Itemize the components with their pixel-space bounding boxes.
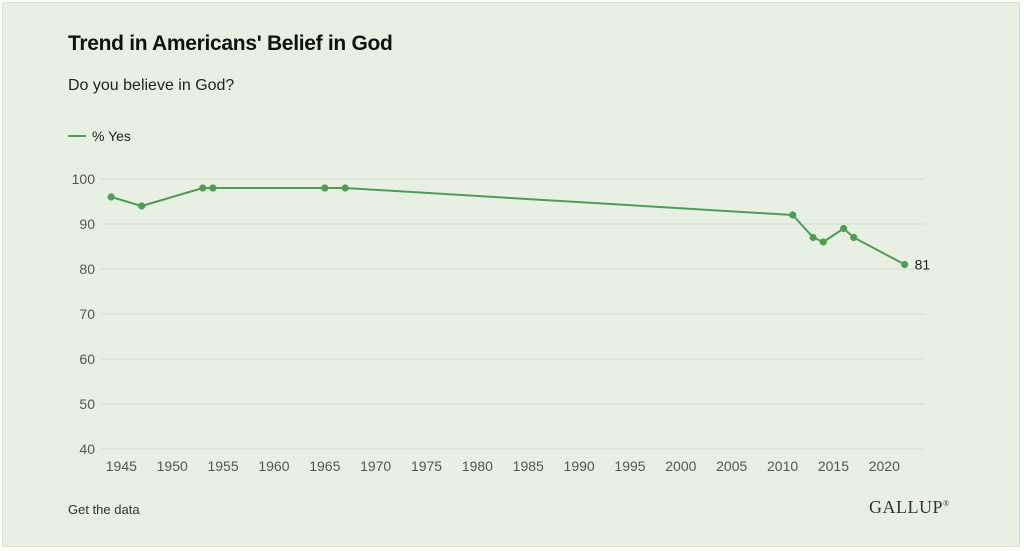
x-tick-label: 2020 bbox=[869, 458, 900, 474]
series-yes bbox=[107, 184, 909, 269]
legend: % Yes bbox=[68, 128, 131, 144]
data-point[interactable] bbox=[901, 260, 909, 269]
data-point[interactable] bbox=[809, 233, 817, 242]
data-point[interactable] bbox=[209, 184, 217, 192]
series-line bbox=[110, 187, 906, 266]
data-point[interactable] bbox=[199, 184, 207, 192]
legend-label: % Yes bbox=[92, 128, 131, 144]
x-tick-label: 1995 bbox=[614, 458, 645, 474]
x-tick-label: 1980 bbox=[462, 458, 493, 474]
x-tick-label: 2005 bbox=[716, 458, 747, 474]
chart-subtitle: Do you believe in God? bbox=[68, 77, 235, 94]
x-tick-label: 1945 bbox=[106, 458, 137, 474]
x-tick-label: 1965 bbox=[309, 458, 340, 474]
y-tick-label: 50 bbox=[79, 396, 95, 412]
data-labels: 81 bbox=[915, 257, 931, 273]
gridlines bbox=[101, 178, 925, 450]
data-point[interactable] bbox=[321, 184, 329, 192]
gallup-logo-text: GALLUP bbox=[869, 497, 943, 517]
data-point[interactable] bbox=[819, 238, 827, 246]
y-axis: 40 50 60 70 80 90 100 bbox=[72, 171, 96, 457]
x-tick-label: 1960 bbox=[258, 458, 289, 474]
data-point[interactable] bbox=[789, 211, 797, 219]
registered-mark: ® bbox=[943, 499, 950, 508]
x-axis: 1945 1950 1955 1960 1965 1970 1975 1980 1985 1990… bbox=[106, 458, 900, 474]
data-point[interactable] bbox=[341, 184, 349, 192]
x-tick-label: 1985 bbox=[513, 458, 544, 474]
get-the-data-link[interactable]: Get the data bbox=[68, 502, 140, 517]
x-tick-label: 2000 bbox=[665, 458, 696, 474]
legend-swatch bbox=[68, 135, 86, 137]
y-tick-label: 60 bbox=[79, 351, 95, 367]
x-tick-label: 2015 bbox=[818, 458, 849, 474]
x-tick-label: 1955 bbox=[207, 458, 238, 474]
y-tick-label: 90 bbox=[79, 216, 95, 232]
x-tick-label: 1990 bbox=[564, 458, 595, 474]
gallup-logo: GALLUP® bbox=[869, 497, 950, 518]
y-tick-label: 80 bbox=[79, 261, 95, 277]
data-point[interactable] bbox=[107, 193, 115, 201]
data-point[interactable] bbox=[840, 224, 848, 233]
y-tick-label: 100 bbox=[72, 171, 96, 187]
x-tick-label: 1950 bbox=[157, 458, 188, 474]
x-tick-label: 1970 bbox=[360, 458, 391, 474]
line-chart: 40 50 60 70 80 90 100 1945 1950 1955 1960 1965 1970… bbox=[72, 171, 931, 474]
data-point[interactable] bbox=[138, 202, 146, 210]
y-tick-label: 70 bbox=[79, 306, 95, 322]
y-tick-label: 40 bbox=[79, 441, 95, 457]
end-value-label: 81 bbox=[915, 257, 931, 273]
chart-title: Trend in Americans' Belief in God bbox=[68, 32, 393, 55]
x-tick-label: 2010 bbox=[767, 458, 798, 474]
data-point[interactable] bbox=[850, 233, 858, 242]
x-tick-label: 1975 bbox=[411, 458, 442, 474]
